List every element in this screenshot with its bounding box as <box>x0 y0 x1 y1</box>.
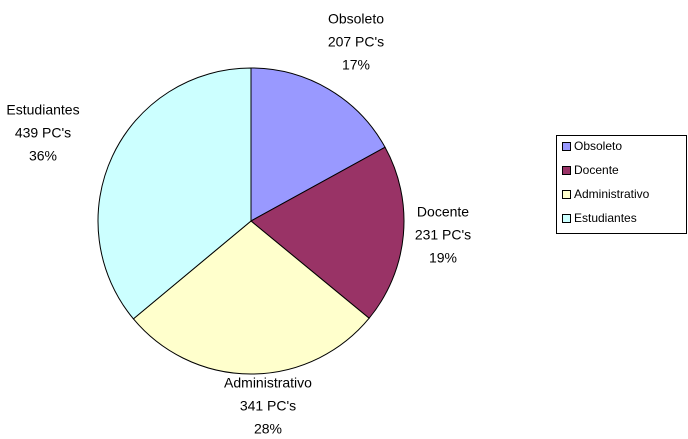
slice-label-percent: 36% <box>29 148 57 164</box>
legend-swatch <box>562 166 571 175</box>
pie-slice <box>132 220 370 375</box>
slice-label-value: 341 PC's <box>240 398 296 414</box>
slice-label-percent: 19% <box>429 250 457 266</box>
pie-slice <box>250 146 405 319</box>
slice-label-name: Obsoleto <box>328 11 384 27</box>
legend-label: Estudiantes <box>574 211 637 225</box>
legend-label: Docente <box>574 163 619 177</box>
legend-swatch <box>562 214 571 223</box>
legend-label: Obsoleto <box>574 139 622 153</box>
slice-label-value: 207 PC's <box>328 34 384 50</box>
legend-swatch <box>562 190 571 199</box>
slice-label-name: Administrativo <box>224 375 312 391</box>
legend-box <box>556 135 687 234</box>
slice-label-value: 231 PC's <box>415 227 471 243</box>
slice-label-percent: 28% <box>254 421 282 437</box>
legend-swatch <box>562 142 571 151</box>
slice-label-percent: 17% <box>342 57 370 73</box>
legend: Obsoleto Docente Administrativo Estudiantes <box>556 135 687 234</box>
legend-label: Administrativo <box>574 187 650 201</box>
slice-label-value: 439 PC's <box>15 125 71 141</box>
pie-slice <box>250 67 386 222</box>
slice-label-name: Estudiantes <box>6 102 79 118</box>
pie-slice <box>97 67 252 320</box>
slice-label-name: Docente <box>417 204 469 220</box>
